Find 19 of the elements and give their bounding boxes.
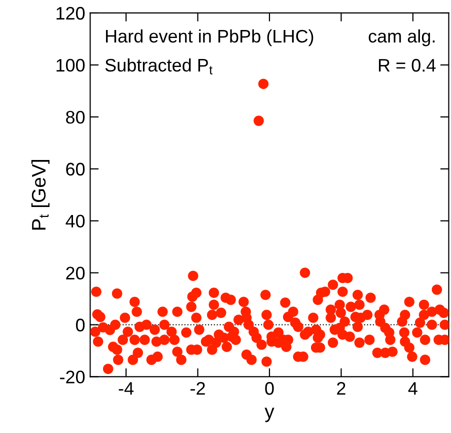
annotation: R = 0.4 <box>378 58 436 72</box>
x-tick-label: 4 <box>408 382 418 395</box>
annotation: Hard event in PbPb (LHC) <box>106 29 314 46</box>
y-tick-label: 80 <box>66 110 85 124</box>
y-tick-label: 100 <box>56 58 85 72</box>
annotation: Subtracted P$_{t}$ <box>105 58 213 74</box>
y-tick-label: 60 <box>66 162 85 176</box>
annotation: cam alg. <box>368 29 435 46</box>
y-axis-title: P$_{t}$ [GeV] <box>31 160 50 230</box>
x-tick-label: 0 <box>265 382 274 395</box>
x-tick-label: 2 <box>337 382 346 395</box>
y-tick-label: 20 <box>66 266 85 280</box>
x-axis-title: y <box>264 408 274 422</box>
y-tick-label: 40 <box>66 214 85 228</box>
y-tick-label: 120 <box>56 6 85 20</box>
y-tick-label: 0 <box>76 318 85 332</box>
y-tick-label: -20 <box>60 370 85 384</box>
x-tick-label: -2 <box>190 382 205 395</box>
x-tick-label: -4 <box>118 382 134 395</box>
